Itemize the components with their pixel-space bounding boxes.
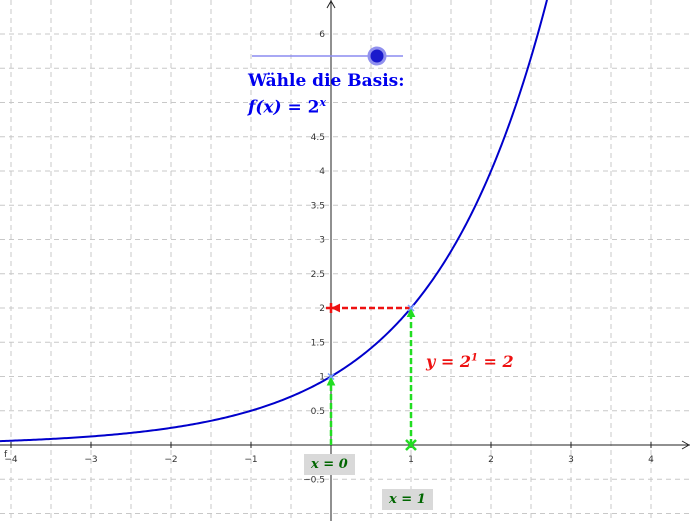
exponential-curve[interactable]	[0, 0, 548, 443]
slider-knob[interactable]	[367, 46, 387, 66]
x-one-label[interactable]: x = 1	[382, 489, 433, 510]
slider-caption: Wähle die Basis: f(x) = 2x	[248, 70, 405, 119]
y-tick-label: 2	[319, 304, 325, 314]
curve-point[interactable]	[407, 304, 415, 312]
tick-labels: −4 −3 −2 −1 1 2 3 4−0.50.511.522.533.544.56	[4, 30, 654, 485]
x-tick-label: 4	[648, 455, 654, 465]
arrow-head	[406, 308, 416, 318]
y-axis-arrowhead	[326, 0, 336, 9]
point-marker-x[interactable]	[405, 439, 417, 451]
x-tick-label: −2	[164, 455, 177, 465]
function-definition: f(x) = 2x	[248, 92, 405, 119]
y-tick-label: 4.5	[311, 133, 325, 143]
x-tick-label: 3	[568, 455, 574, 465]
arrow-head	[326, 376, 336, 386]
curve-point[interactable]	[327, 372, 335, 381]
points[interactable]	[326, 303, 417, 451]
point-marker-plus[interactable]	[326, 303, 336, 313]
y-value-annotation: y = 21 = 2	[426, 352, 514, 371]
y-tick-label: 6	[319, 30, 325, 40]
annotation-exponent: 1	[470, 352, 478, 364]
x-tick-label: −3	[84, 455, 97, 465]
axis-label-f: f	[4, 450, 8, 460]
function-exponent: x	[319, 96, 327, 109]
x-tick-label: −1	[244, 455, 257, 465]
annotation-suffix: = 2	[477, 352, 514, 371]
x-axis-arrowhead	[681, 440, 690, 450]
y-tick-label: 0.5	[311, 407, 325, 417]
x-tick-label: 1	[408, 455, 414, 465]
function-base: 2	[307, 97, 320, 118]
y-tick-label: 1	[319, 373, 325, 383]
arrow-green	[406, 308, 416, 445]
x-tick-label: 2	[488, 455, 494, 465]
x-zero-label[interactable]: x = 0	[304, 454, 355, 475]
y-tick-label: −0.5	[303, 475, 325, 485]
y-tick-label: 1.5	[311, 338, 325, 348]
x-tick-label: −4	[4, 455, 18, 465]
annotation-base: 2	[459, 352, 471, 371]
annotation-prefix: y =	[426, 352, 460, 371]
base-slider[interactable]	[252, 46, 403, 66]
arrow-red	[331, 303, 411, 313]
y-tick-label: 4	[319, 167, 325, 177]
function-prefix: f(x) =	[248, 97, 308, 118]
y-tick-label: 3	[319, 236, 325, 246]
slider-label: Wähle die Basis:	[248, 71, 405, 91]
y-tick-label: 3.5	[311, 201, 325, 211]
y-tick-label: 2.5	[311, 270, 325, 280]
arrow-green	[326, 376, 336, 445]
arrows	[326, 303, 416, 445]
